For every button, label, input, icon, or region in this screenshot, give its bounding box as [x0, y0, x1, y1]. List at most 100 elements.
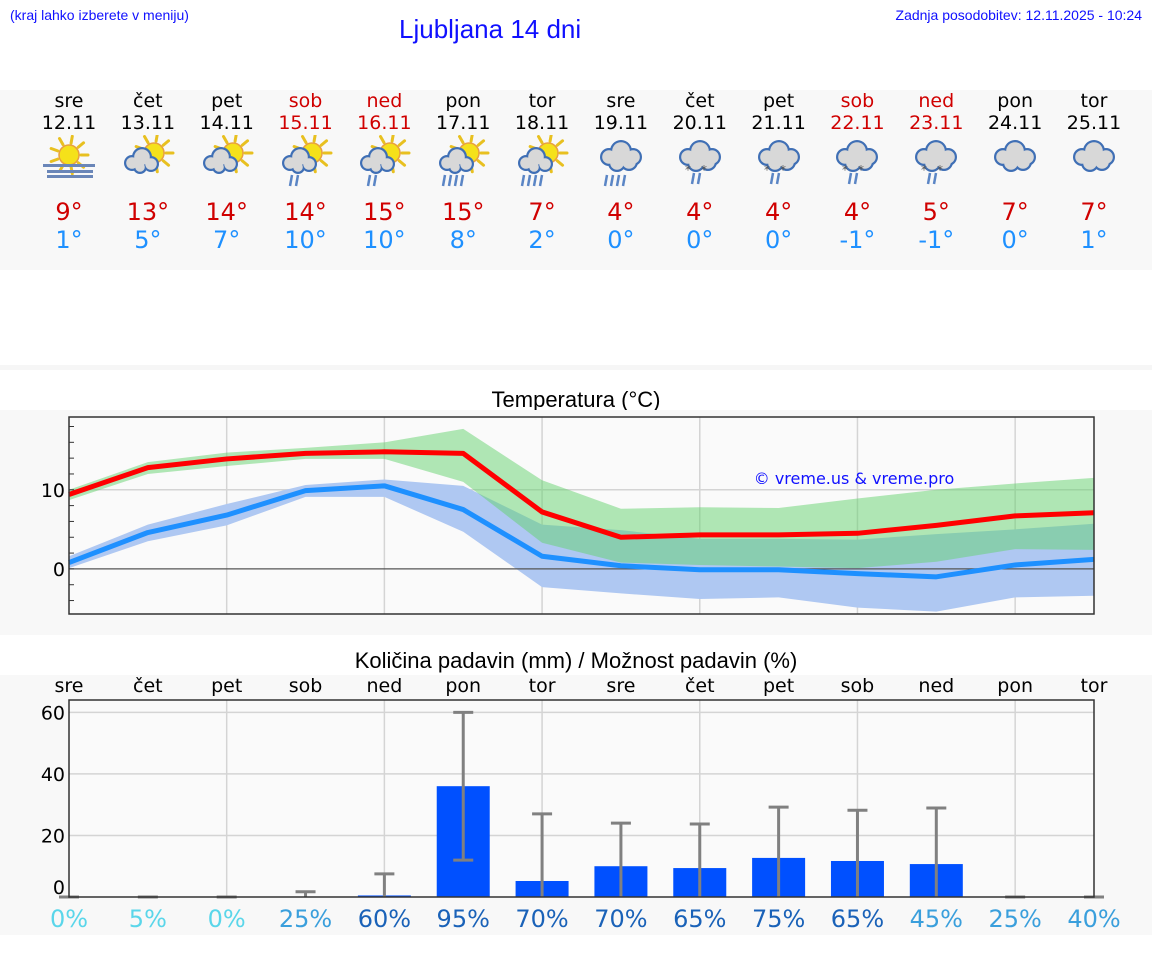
precipitation-probability: 0% — [50, 905, 88, 933]
y-tick-label: 20 — [41, 825, 65, 847]
cloudy-sleet-icon: * * — [757, 140, 800, 185]
cloud-icon — [994, 140, 1037, 172]
partly-cloudy-rain-icon — [439, 135, 490, 187]
precipitation-probability: 65% — [673, 905, 726, 933]
precipitation-probability: 40% — [1067, 905, 1120, 933]
precipitation-probability: 60% — [358, 905, 411, 933]
day-label: sob — [841, 675, 875, 697]
partly-cloudy-light-rain-icon — [360, 135, 411, 187]
rain-icon — [690, 172, 701, 185]
sun-fog-icon — [43, 135, 95, 178]
max-temperature-line — [68, 449, 1095, 540]
day-date: 20.11 — [672, 112, 727, 134]
cloud-icon — [518, 147, 554, 174]
day-date: 22.11 — [830, 112, 885, 134]
day-label: ned — [366, 675, 402, 697]
day-date: 21.11 — [751, 112, 806, 134]
divider — [0, 365, 1152, 370]
cloud-icon — [360, 147, 396, 174]
day-label: tor — [1081, 675, 1108, 697]
min-temperature: 1° — [1080, 226, 1108, 254]
min-temperature: 7° — [213, 226, 241, 254]
min-temperature: 0° — [1001, 226, 1029, 254]
cloudy-sleet-icon: * * — [678, 140, 721, 185]
svg-text:*: * — [937, 163, 943, 177]
last-updated: Zadnja posodobitev: 12.11.2025 - 10:24 — [895, 7, 1142, 23]
precipitation-probability: 5% — [129, 905, 167, 933]
svg-text:*: * — [921, 163, 927, 177]
max-temperature: 4° — [607, 198, 635, 226]
day-label: ned — [918, 675, 954, 697]
precipitation-probability: 25% — [279, 905, 332, 933]
day-label: sre — [55, 675, 84, 697]
plot-frame — [68, 699, 1095, 898]
rain-icon — [848, 172, 859, 185]
cloud-icon — [281, 147, 317, 174]
precipitation-probability: 65% — [831, 905, 884, 933]
max-temperature: 9° — [55, 198, 83, 226]
cloudy-icon — [1073, 140, 1115, 172]
daily-forecast-strip: sre 12.11 9° 1° čet 13.11 13° 5° pet 14.11 14° 7° so… — [0, 90, 1152, 270]
day-label: pet — [763, 675, 794, 697]
precipitation-chart: sre 0% čet 5% pet 0% sob 25% ned 60% pon 95% tor 70% s… — [0, 675, 1152, 935]
precipitation-chart-svg: sre 0% čet 5% pet 0% sob 25% ned 60% pon 95% tor 70% s… — [41, 675, 1121, 933]
day-date: 15.11 — [278, 112, 333, 134]
day-label: pon — [445, 675, 481, 697]
svg-text:*: * — [764, 163, 770, 177]
partly-cloudy-rain-icon — [518, 135, 569, 187]
day-name: čet — [684, 90, 715, 112]
day-date: 16.11 — [357, 112, 412, 134]
day-name: sob — [288, 90, 323, 112]
precipitation-probability: 45% — [910, 905, 963, 933]
day-date: 25.11 — [1066, 112, 1122, 134]
rain-icon — [927, 172, 938, 185]
day-label: pet — [211, 675, 242, 697]
plot-frame — [68, 416, 1095, 615]
day-name: ned — [366, 90, 403, 112]
precipitation-range-whisker — [847, 808, 868, 897]
day-date: 24.11 — [987, 112, 1043, 134]
day-date: 23.11 — [909, 112, 964, 134]
day-name: pon — [445, 90, 482, 112]
precipitation-probability: 75% — [752, 905, 805, 933]
max-temperature: 4° — [843, 198, 872, 226]
day-date: 13.11 — [120, 112, 176, 134]
temperature-chart-title: Temperatura (°C) — [491, 387, 661, 412]
max-temperature: 15° — [441, 198, 485, 226]
svg-text:*: * — [858, 163, 864, 177]
rain-icon — [441, 174, 465, 187]
cloud-icon — [123, 147, 159, 174]
min-temperature: -1° — [839, 226, 876, 254]
day-name: pet — [211, 90, 243, 112]
precipitation-chart-title: Količina padavin (mm) / Možnost padavin … — [354, 648, 798, 673]
cloud-icon — [836, 140, 879, 172]
cloud-icon — [757, 140, 800, 172]
max-temperature: 15° — [363, 198, 406, 226]
min-temperature: 0° — [686, 226, 714, 254]
cloudy-sleet-icon: * * — [836, 140, 879, 185]
cloud-icon — [1073, 140, 1115, 172]
day-name: sob — [840, 90, 875, 112]
rain-icon — [367, 174, 378, 187]
day-label: sob — [289, 675, 323, 697]
precipitation-probability: 0% — [208, 905, 246, 933]
day-name: tor — [528, 90, 556, 112]
min-temperature: 8° — [449, 226, 477, 254]
min-temperature: 10° — [363, 226, 406, 254]
temperature-chart-svg: 0 10 © vreme.us & vreme.pro — [41, 416, 1095, 615]
y-tick-label: 60 — [41, 702, 65, 724]
max-temperature: 5° — [922, 198, 950, 226]
precipitation-range-whisker — [926, 806, 947, 897]
svg-text:*: * — [780, 163, 786, 177]
min-temperature: 0° — [764, 226, 793, 254]
day-name: sre — [54, 90, 84, 112]
snowflake-icon: * * — [685, 163, 707, 177]
svg-text:*: * — [842, 163, 848, 177]
y-tick-label: 0 — [53, 559, 65, 581]
min-temperature: 0° — [607, 226, 635, 254]
min-temperature-line — [68, 483, 1095, 580]
day-name: ned — [918, 90, 955, 112]
cloudy-rain-icon — [599, 140, 642, 187]
max-temperature: 4° — [764, 198, 793, 226]
cloud-icon — [915, 140, 958, 172]
